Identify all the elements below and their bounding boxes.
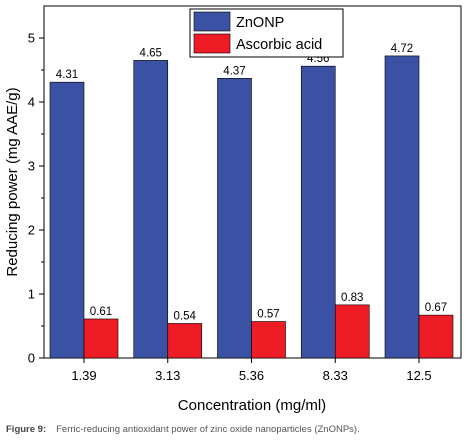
bar-value-label: 0.54 <box>174 310 197 322</box>
bar-value-label: 0.67 <box>425 302 447 314</box>
legend-swatch <box>193 33 231 54</box>
x-tick-label: 3.13 <box>155 368 180 383</box>
bar-value-label: 4.65 <box>140 47 162 59</box>
bar-znonp <box>217 78 252 359</box>
bars: 4.310.614.650.544.370.574.560.834.720.67 <box>49 43 454 359</box>
y-tick-label: 5 <box>28 31 35 46</box>
legend-label: ZnONP <box>236 15 284 31</box>
bar-value-label: 0.57 <box>257 309 279 321</box>
bar-znonp <box>133 60 169 359</box>
bar-value-label: 0.61 <box>90 306 112 318</box>
bar-value-label: 4.31 <box>56 69 78 81</box>
bar-znonp <box>49 81 85 359</box>
x-tick-label: 5.36 <box>239 368 264 383</box>
bar-ascorbic-acid <box>334 304 370 359</box>
legend-label: Ascorbic acid <box>236 37 322 53</box>
x-tick-label: 12.5 <box>406 368 431 383</box>
x-axis-ticks: 1.39 3.13 5.36 8.33 12.5 <box>71 358 432 383</box>
bar-znonp <box>300 65 336 359</box>
legend-swatch <box>193 11 231 32</box>
y-tick-label: 4 <box>28 95 35 110</box>
bar-ascorbic-acid <box>418 314 454 359</box>
y-tick-label: 2 <box>28 223 35 238</box>
caption-label: Figure 9: <box>6 424 47 435</box>
x-tick-label: 8.33 <box>323 368 348 383</box>
caption-text: Ferric-reducing antioxidant power of zin… <box>56 424 360 435</box>
bar-ascorbic-acid <box>251 321 286 359</box>
bar-value-label: 4.72 <box>391 43 413 55</box>
y-axis-title: Reducing power (mg AAE/g) <box>4 87 21 276</box>
figure-caption: Figure 9: Ferric-reducing antioxidant pow… <box>6 424 466 435</box>
y-tick-label: 0 <box>28 351 35 366</box>
y-tick-label: 1 <box>28 287 35 302</box>
bar-ascorbic-acid <box>167 323 203 359</box>
y-axis-ticks: 0 1 2 3 4 5 <box>28 31 44 366</box>
bar-value-label: 4.37 <box>223 65 245 77</box>
bar-znonp <box>384 55 420 359</box>
bar-value-label: 0.83 <box>341 292 363 304</box>
y-tick-label: 3 <box>28 159 35 174</box>
x-axis-title: Concentration (mg/ml) <box>178 397 326 414</box>
bar-ascorbic-acid <box>83 318 119 359</box>
legend: ZnONP Ascorbic acid <box>189 8 344 58</box>
x-tick-label: 1.39 <box>71 368 96 383</box>
